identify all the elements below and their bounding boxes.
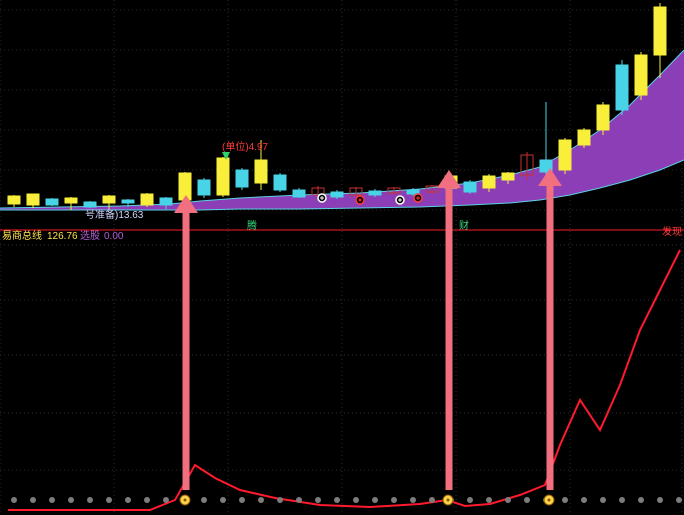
chart-label: 腾: [247, 222, 257, 232]
chart-label: 126.76: [47, 232, 78, 242]
chart-label: (单位)4.97: [222, 143, 268, 153]
chart-label: 财: [459, 222, 469, 232]
chart-label: 号准备)13.63: [85, 211, 143, 221]
chart-label: 选股: [80, 232, 100, 242]
stock-chart: 号准备)13.63 (单位)4.97 易商总线 126.76选股 0.00 腾 财发现: [0, 0, 684, 515]
chart-label: 0.00: [104, 232, 123, 242]
chart-svg: [0, 0, 684, 515]
chart-label: 发现: [662, 228, 682, 238]
chart-label: 易商总线: [2, 232, 42, 242]
